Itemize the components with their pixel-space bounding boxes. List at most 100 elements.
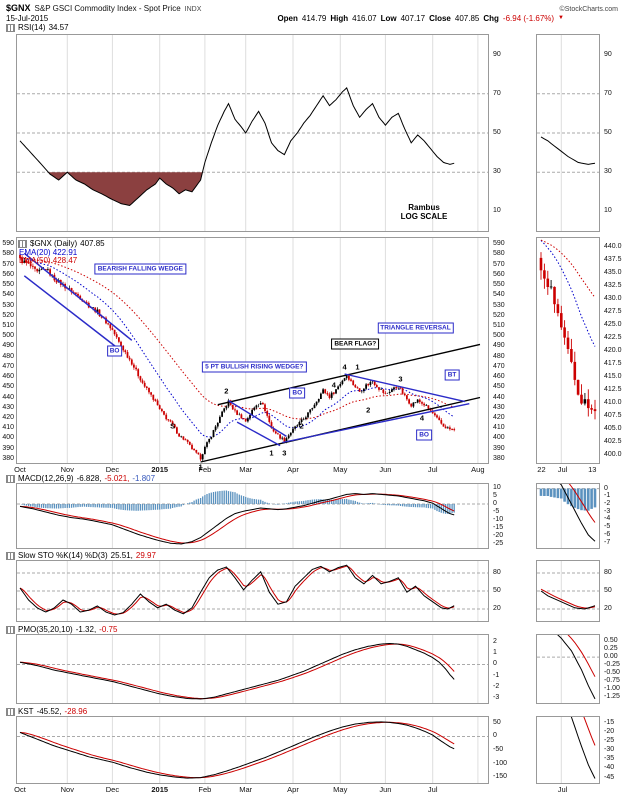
indicator-icon <box>6 23 15 32</box>
indicator-values: 34.57 <box>49 23 72 32</box>
y-tick-label: 460 <box>493 373 505 381</box>
y-tick-label: -5 <box>493 508 500 515</box>
pivot-label-S: S <box>170 421 176 431</box>
x-tick-label: 22 <box>537 465 546 474</box>
y-tick-label: 430 <box>2 403 14 411</box>
x-tick-label: Nov <box>60 465 74 474</box>
y-tick-label: 560 <box>493 270 505 278</box>
kst-main-panel <box>16 716 489 784</box>
indicator-name: RSI(14) <box>18 23 46 32</box>
macd-right-axis: 10 5 0 -5 -10 -15 -20 -25 <box>492 483 518 549</box>
y-tick-label: 440 <box>2 393 14 401</box>
y-tick-label: -20 <box>604 727 615 735</box>
y-tick-label: 570 <box>2 260 14 268</box>
y-tick-label: 410.0 <box>604 399 622 407</box>
y-tick-label: 520 <box>2 311 14 319</box>
y-tick-label: -3 <box>604 507 611 515</box>
y-tick-label: -4 <box>604 515 611 523</box>
y-tick-label: 520 <box>493 311 505 319</box>
legend-value: -5.021, <box>104 474 130 483</box>
watermark: Rambus LOG SCALE <box>388 203 460 221</box>
y-tick-label: 590 <box>2 240 14 248</box>
ema50-legend: EMA(50) 428.47 <box>19 256 77 265</box>
pmo-main-panel <box>16 634 489 704</box>
ticker-symbol: $GNX <box>6 3 31 13</box>
legend-value: -0.75 <box>99 625 118 634</box>
indicator-icon <box>6 551 15 560</box>
y-tick-label: 405.0 <box>604 425 622 433</box>
price-legend-value: 407.85 <box>80 239 105 248</box>
y-tick-label: 0 <box>493 732 497 740</box>
annotation-bearish-falling-wedge: BEARISH FALLING WEDGE <box>94 263 186 275</box>
y-tick-label: 402.5 <box>604 438 622 446</box>
y-tick-label: -0.25 <box>604 661 620 669</box>
down-arrow-icon: ▼ <box>558 15 564 21</box>
y-tick-label: 410 <box>493 424 505 432</box>
y-tick-label: 415.0 <box>604 373 622 381</box>
y-tick-label: -45 <box>604 773 615 781</box>
legend-value: -28.96 <box>64 707 88 716</box>
y-tick-label: 430.0 <box>604 295 622 303</box>
y-tick-label: 80 <box>604 569 612 576</box>
y-tick-label: -0.50 <box>604 668 620 676</box>
pivot-label-3: 3 <box>282 448 287 458</box>
pivot-label-1: 1 <box>355 362 360 372</box>
price-x-axis: Oct Nov Dec 2015 Feb Mar Apr May Jun Jul Aug <box>14 465 489 475</box>
y-tick-label: -100 <box>493 759 508 767</box>
x-tick-label: Dec <box>105 465 120 474</box>
chg-value: -6.94 (-1.67%) <box>502 14 555 23</box>
pmo-right-axis: 2 1 0 -1 -2 -3 <box>492 634 518 704</box>
y-tick-label: 70 <box>604 89 612 97</box>
y-tick-label: 437.5 <box>604 256 622 264</box>
kst-mini-axis: -15 -20 -25 -30 -35 -40 -45 <box>603 716 623 784</box>
chart-date: 15-Jul-2015 <box>6 14 49 23</box>
y-tick-label: 490 <box>493 342 505 350</box>
price-legend-symbol: $GNX (Daily) <box>30 239 78 248</box>
chart-header: $GNX S&P GSCI Commodity Index - Spot Pri… <box>6 3 618 13</box>
y-tick-label: -1.00 <box>604 684 620 692</box>
x-tick-label: 2015 <box>151 785 169 794</box>
annotation-5-pt-bullish-rising-wedge-: 5 PT BULLISH RISING WEDGE? <box>202 361 307 373</box>
y-tick-label: 540 <box>493 291 505 299</box>
indicator-icon <box>6 625 15 634</box>
y-tick-label: 500 <box>493 332 505 340</box>
y-tick-label: 470 <box>493 362 505 370</box>
y-tick-label: -25 <box>493 540 504 547</box>
y-tick-label: -5 <box>604 523 611 531</box>
ema20-label: EMA(20) 422.91 <box>19 248 78 257</box>
legend-value: -1.807 <box>132 474 156 483</box>
y-tick-label: 390 <box>493 444 505 452</box>
y-tick-label: -35 <box>604 755 615 763</box>
sto-main-panel <box>16 560 489 622</box>
pivot-label-1: 1 <box>269 448 274 458</box>
annotation-bear-flag-: BEAR FLAG? <box>331 338 380 350</box>
y-tick-label: 490 <box>2 342 14 350</box>
y-tick-label: 400.0 <box>604 451 622 459</box>
exchange-tag: INDX <box>184 6 202 13</box>
pivot-label-3: 3 <box>398 374 403 384</box>
y-tick-label: 580 <box>493 250 505 258</box>
annotation-bo: BO <box>106 345 123 356</box>
y-tick-label: 390 <box>2 444 14 452</box>
low-label: Low <box>380 14 397 23</box>
y-tick-label: 10 <box>493 484 501 491</box>
y-tick-label: 0 <box>493 500 497 507</box>
y-tick-label: -30 <box>604 746 615 753</box>
y-tick-label: 432.5 <box>604 282 622 290</box>
price-right-axis: 590 580 570 560 550 540 530 520 510 500 490 480 470 4… <box>492 237 518 464</box>
pmo-mini-axis: 0.50 0.25 0.00 -0.25 -0.50 -0.75 -1.00 -1.25 <box>603 634 623 704</box>
y-tick-label: 422.5 <box>604 334 622 342</box>
y-tick-label: -25 <box>604 736 615 744</box>
x-tick-label: Nov <box>60 785 74 794</box>
pivot-label-4: 4 <box>342 362 347 372</box>
indicator-name: KST <box>18 707 34 716</box>
x-tick-label: Jul <box>557 785 568 794</box>
close-label: Close <box>429 14 451 23</box>
x-tick-label: Mar <box>239 465 253 474</box>
kst-legend: KST -45.52, -28.96 <box>6 707 90 716</box>
price-mini-x-axis: 22 Jul 13 <box>536 465 600 475</box>
sto-mini-axis: 80 50 20 <box>603 560 623 622</box>
ohlc-readout: Open 414.79 High 416.07 Low 407.17 Close 407… <box>277 14 564 23</box>
pmo-mini-panel <box>536 634 600 704</box>
